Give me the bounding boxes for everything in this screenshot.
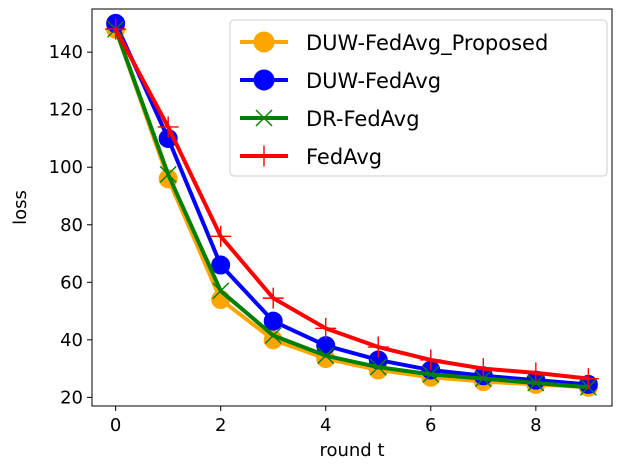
x-tick-label: 0 <box>110 415 121 436</box>
marker-stroke <box>317 347 335 365</box>
data-point <box>255 109 273 127</box>
data-point <box>105 18 127 40</box>
data-point <box>317 347 335 365</box>
y-tick-label: 100 <box>49 157 83 178</box>
x-tick-label: 6 <box>425 415 436 436</box>
data-point <box>159 165 177 183</box>
marker-stroke <box>255 109 273 127</box>
data-point <box>212 282 230 300</box>
legend-label: DR-FedAvg <box>306 107 420 131</box>
series-line <box>113 21 591 387</box>
x-tick-label: 4 <box>320 415 331 436</box>
x-axis-label: round t <box>319 440 384 461</box>
legend-label: FedAvg <box>306 145 382 169</box>
data-point <box>472 358 494 380</box>
plot-area <box>105 13 599 397</box>
series-line <box>113 27 591 381</box>
data-point <box>253 31 275 53</box>
y-tick-label: 60 <box>60 272 83 293</box>
marker-stroke <box>212 282 230 300</box>
legend-item: DUW-FedAvg_Proposed <box>240 31 548 56</box>
y-tick-label: 80 <box>60 215 83 236</box>
axes-frame <box>91 8 613 407</box>
x-axis: 0 2 4 6 8 <box>110 406 542 436</box>
marker-stroke <box>264 327 282 345</box>
y-axis: 20 40 60 80 100 120 140 <box>49 42 92 408</box>
marker-stroke <box>369 358 387 376</box>
x-tick-label: 8 <box>530 415 541 436</box>
data-point <box>420 349 442 371</box>
marker-stroke <box>159 165 177 183</box>
legend-label: DUW-FedAvg <box>306 69 441 93</box>
y-axis-label: loss <box>10 190 31 225</box>
data-point <box>577 368 599 390</box>
data-point <box>253 145 275 167</box>
y-tick-label: 140 <box>49 42 83 63</box>
data-point <box>264 327 282 345</box>
y-tick-label: 40 <box>60 330 83 351</box>
series-line <box>113 27 591 390</box>
data-point <box>525 362 547 384</box>
data-point <box>211 255 231 275</box>
data-point <box>369 358 387 376</box>
legend-item: DR-FedAvg <box>240 107 420 131</box>
y-tick-label: 120 <box>49 100 83 121</box>
data-point <box>315 317 337 339</box>
series-fedavg <box>105 18 599 390</box>
data-point <box>367 336 389 358</box>
data-point <box>253 69 275 91</box>
data-point <box>263 311 283 331</box>
legend-label: DUW-FedAvg_Proposed <box>306 31 548 56</box>
series-dr-fedavg <box>107 20 597 396</box>
y-tick-label: 20 <box>60 387 83 408</box>
x-tick-label: 2 <box>215 415 226 436</box>
data-point <box>422 365 440 383</box>
data-point <box>262 287 284 309</box>
legend-item: DUW-FedAvg <box>240 69 441 93</box>
data-point <box>210 225 232 247</box>
marker-stroke <box>422 365 440 383</box>
legend-box <box>229 19 608 177</box>
legend-item: FedAvg <box>240 145 382 169</box>
data-point <box>157 116 179 138</box>
series-line <box>113 27 591 390</box>
legend: DUW-FedAvg_Proposed DUW-FedAvg DR-FedAvg Fe… <box>229 19 608 177</box>
